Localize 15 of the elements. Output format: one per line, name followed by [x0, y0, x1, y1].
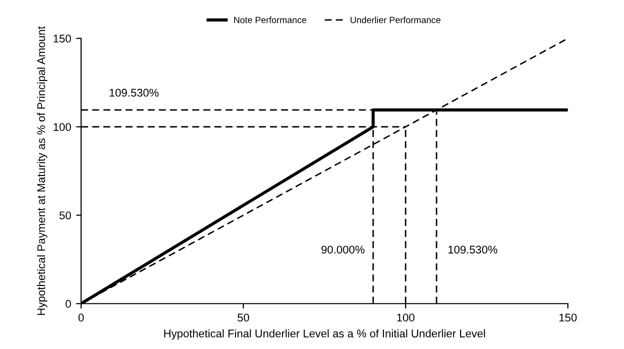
y-tick-label: 100 — [54, 123, 71, 131]
x-tick-label: 150 — [559, 314, 577, 322]
x-tick-label: 50 — [238, 314, 250, 322]
x-tick-label: 0 — [78, 314, 84, 322]
x-axis-title: Hypothetical Final Underlier Level as a % of Initial Underlier Level — [164, 329, 485, 340]
legend-label: Note Performance — [234, 16, 306, 24]
y-tick-label: 150 — [54, 34, 71, 43]
annotation: 109.530% — [110, 88, 159, 97]
y-tick-label: 50 — [59, 211, 71, 220]
x-tick-label: 100 — [397, 314, 414, 322]
annotation: 109.530% — [448, 246, 498, 254]
y-tick-label: 0 — [66, 300, 71, 308]
legend-label: Underlier Performance — [350, 16, 440, 24]
annotation: 90.000% — [321, 246, 364, 254]
y-axis-title: Hypothetical Payment at Maturity as % of Principal Amount — [36, 26, 48, 315]
